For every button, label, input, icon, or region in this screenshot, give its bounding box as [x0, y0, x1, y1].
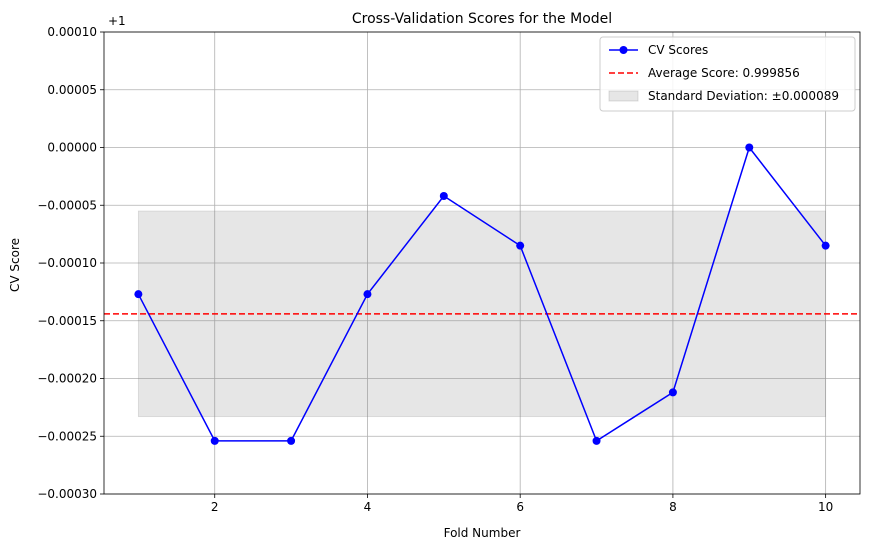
x-tick-label: 10 [818, 500, 833, 514]
cv-score-point [668, 388, 677, 397]
y-tick-label: −0.00010 [37, 256, 97, 270]
legend-cv-scores-label: CV Scores [648, 43, 708, 57]
x-tick-label: 2 [211, 500, 219, 514]
y-tick-label: 0.00000 [47, 141, 97, 155]
legend: CV Scores Average Score: 0.999856 Standard… [599, 36, 856, 112]
y-tick-label: −0.00025 [37, 429, 97, 443]
cv-score-point [363, 290, 372, 299]
axes: 2 4 6 8 10 −0.00030 −0.00025 −0.00020 −0.00015 −0… [37, 25, 861, 514]
cv-score-point [134, 290, 143, 299]
cv-scores-line [137, 145, 827, 442]
y-tick-label: −0.00030 [37, 487, 97, 501]
cv-score-point [592, 436, 601, 445]
legend-box [599, 36, 856, 112]
x-tick-label: 6 [516, 500, 524, 514]
legend-average-label: Average Score: 0.999856 [648, 66, 800, 80]
cv-score-point [287, 436, 296, 445]
cv-score-point [516, 241, 525, 250]
y-tick-label: 0.00010 [47, 25, 97, 39]
y-tick-label: −0.00015 [37, 314, 97, 328]
cv-score-point [745, 143, 754, 152]
y-axis-label: CV Score [8, 238, 22, 292]
legend-std-label: Standard Deviation: ±0.000089 [648, 89, 839, 103]
cv-score-point [210, 436, 219, 445]
legend-std-swatch [608, 90, 639, 102]
series-layer [134, 143, 830, 445]
y-tick-label: −0.00020 [37, 372, 97, 386]
cv-score-point [821, 241, 830, 250]
chart-title: Cross-Validation Scores for the Model [352, 11, 612, 27]
x-tick-label: 4 [364, 500, 372, 514]
x-axis-label: Fold Number [444, 526, 521, 540]
y-tick-label: −0.00005 [37, 198, 97, 212]
y-offset-label: +1 [108, 14, 126, 28]
y-tick-label: 0.00005 [47, 83, 97, 97]
cv-score-point [439, 192, 448, 201]
x-tick-label: 8 [669, 500, 677, 514]
legend-cv-marker-swatch [619, 46, 628, 54]
plot-frame [103, 31, 861, 495]
